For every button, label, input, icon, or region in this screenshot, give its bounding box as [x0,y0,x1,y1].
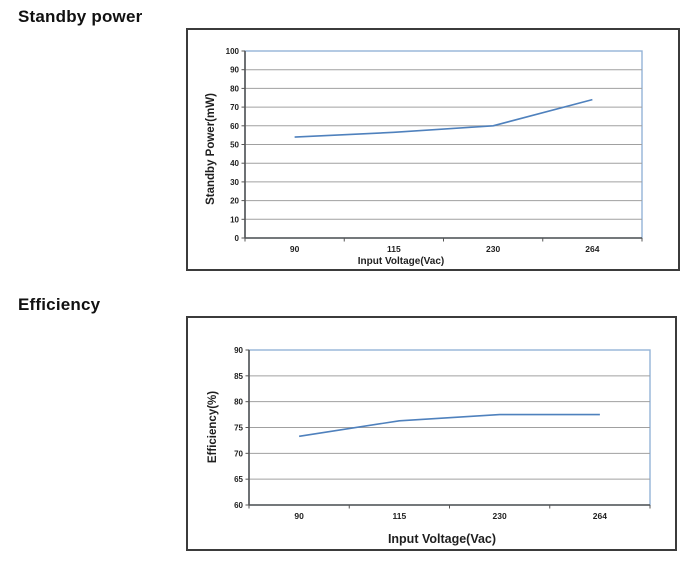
y-tick-label: 30 [230,178,239,187]
y-tick-label: 90 [230,66,239,75]
y-tick-label: 40 [230,159,239,168]
x-tick-label: 230 [493,511,507,521]
y-tick-label: 70 [230,103,239,112]
y-tick-label: 60 [230,122,239,131]
standby-power-heading: Standby power [18,7,143,26]
standby-power-chart-panel: 0 10 20 30 40 50 60 70 80 90 100 90 115 230 264 Input V… [186,28,680,271]
y-tick-label: 65 [234,475,243,484]
efficiency-chart-panel: 60 65 70 75 80 85 90 90 115 230 264 Input Voltage(V… [186,316,677,551]
y-tick-label: 90 [234,346,243,355]
series-line [299,413,600,438]
y-tick-label: 80 [230,84,239,93]
y-tick-label: 20 [230,197,239,206]
x-tick-label: 90 [290,244,300,254]
x-tick-label: 115 [387,244,401,254]
y-tick-label: 75 [234,424,243,433]
y-tick-label: 60 [234,501,243,510]
x-tick-label: 90 [294,511,304,521]
y-tick-label: 100 [226,47,240,56]
x-axis-title: Input Voltage(Vac) [388,532,496,546]
y-axis-title: Standby Power(mW) [205,93,217,205]
y-tick-label: 85 [234,372,243,381]
y-tick-label: 10 [230,215,239,224]
x-tick-label: 230 [486,244,500,254]
y-axis-title: Efficiency(%) [207,391,219,463]
y-tick-label: 0 [235,234,240,243]
x-tick-label: 264 [585,244,599,254]
standby-power-chart: 0 10 20 30 40 50 60 70 80 90 100 90 115 230 264 Input V… [205,47,643,267]
y-tick-label: 80 [234,398,243,407]
y-tick-label: 50 [230,141,239,150]
series-line [294,98,593,138]
efficiency-heading: Efficiency [18,295,101,314]
x-axis-title: Input Voltage(Vac) [358,256,445,267]
efficiency-chart: 60 65 70 75 80 85 90 90 115 230 264 Input Voltage(V… [207,346,651,546]
x-tick-label: 115 [393,511,407,521]
x-tick-label: 264 [593,511,607,521]
y-tick-label: 70 [234,449,243,458]
